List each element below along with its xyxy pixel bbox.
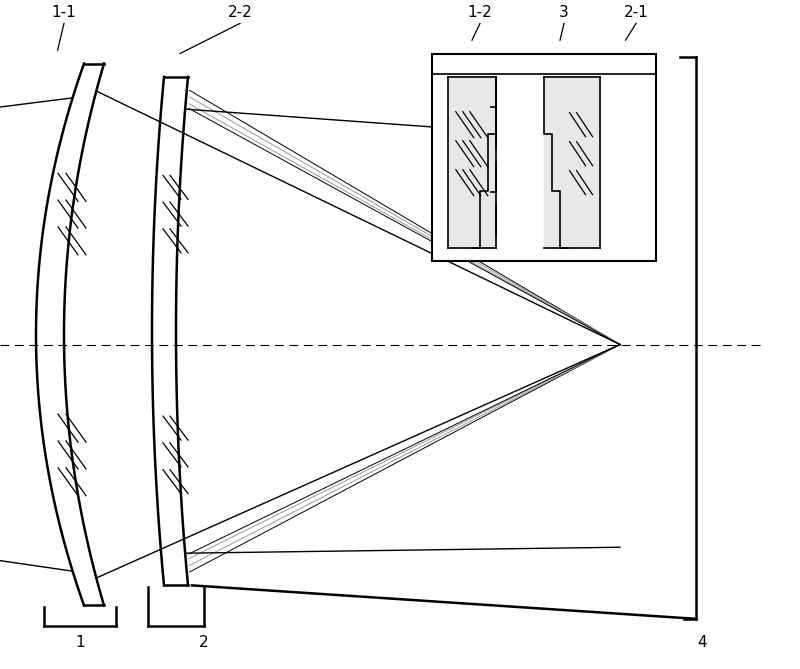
Text: 2-1: 2-1 (624, 5, 648, 20)
Text: 2-2: 2-2 (228, 5, 252, 20)
Polygon shape (544, 77, 600, 248)
Text: 2: 2 (199, 636, 209, 650)
Text: 1-2: 1-2 (468, 5, 492, 20)
Text: 1-1: 1-1 (52, 5, 76, 20)
Text: 4: 4 (698, 636, 707, 650)
Polygon shape (448, 77, 496, 248)
Bar (432, 54, 656, 261)
Text: 1: 1 (75, 636, 85, 650)
Text: 3: 3 (559, 5, 569, 20)
